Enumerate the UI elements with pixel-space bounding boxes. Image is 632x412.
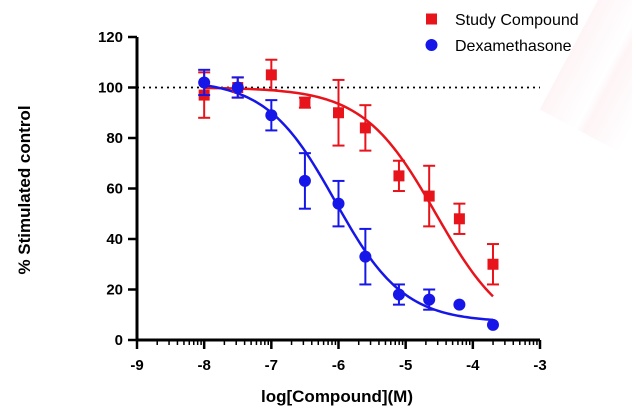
data-point-circle	[298, 174, 311, 187]
data-point-circle	[423, 293, 436, 306]
y-tick-label: 80	[106, 130, 123, 147]
x-tick-label: -7	[265, 357, 278, 374]
data-point-square	[393, 170, 405, 182]
y-tick-label: 120	[98, 29, 123, 46]
data-point-square	[487, 258, 499, 270]
legend: Study Compound Dexamethasone	[425, 12, 579, 55]
legend-label: Study Compound	[455, 12, 579, 29]
data-point-circle	[198, 76, 211, 89]
fit-curve	[204, 86, 494, 298]
data-point-circle	[453, 298, 466, 311]
fit-curves	[203, 83, 494, 322]
data-point-circle	[486, 318, 499, 331]
data-points	[198, 58, 499, 331]
y-tick-label: 40	[106, 231, 123, 248]
data-point-circle	[392, 288, 405, 301]
data-point-circle	[359, 250, 372, 263]
x-tick-label: -4	[466, 357, 480, 374]
data-point-circle	[265, 109, 278, 122]
data-point-square	[423, 190, 435, 202]
axes: -9 -8 -7 -6 -5 -4 -3 0 20 40 60 80 100 120	[98, 29, 547, 374]
fit-curve	[203, 83, 494, 322]
legend-marker-circle	[425, 39, 438, 51]
y-axis-title: % Stimulated control	[15, 105, 34, 274]
y-tick-label: 100	[98, 80, 123, 97]
legend-marker-square	[426, 13, 437, 25]
data-point-circle	[332, 197, 345, 210]
x-axis-title: log[Compound](M)	[261, 387, 413, 406]
x-tick-label: -9	[130, 357, 143, 374]
data-point-square	[359, 122, 371, 134]
data-point-square	[299, 97, 311, 109]
x-tick-label: -5	[399, 357, 412, 374]
y-tick-label: 20	[106, 282, 123, 299]
data-point-square	[333, 107, 344, 119]
data-point-circle	[231, 81, 244, 94]
x-tick-label: -6	[332, 357, 345, 374]
legend-label: Dexamethasone	[455, 38, 572, 55]
data-point-square	[265, 69, 277, 81]
data-point-square	[453, 213, 465, 225]
x-tick-label: -8	[197, 357, 210, 374]
x-tick-label: -3	[533, 357, 546, 374]
y-tick-label: 60	[106, 181, 123, 198]
y-tick-label: 0	[115, 332, 123, 349]
